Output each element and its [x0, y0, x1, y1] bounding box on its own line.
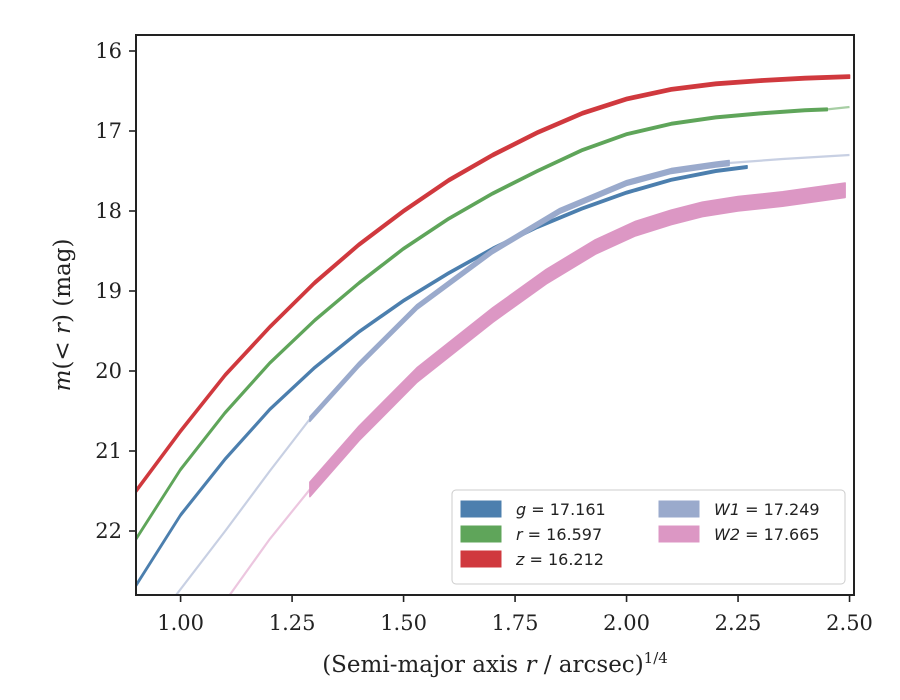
legend-swatch-z — [460, 550, 502, 568]
x-tick-label: 1.00 — [157, 611, 204, 635]
legend-swatch-r — [460, 525, 502, 543]
y-tick-label: 18 — [95, 199, 122, 223]
legend-label-w2: W2 = 17.665 — [714, 525, 820, 544]
plot-frame — [135, 34, 855, 596]
y-tick-label: 22 — [95, 519, 122, 543]
legend-label-w1: W1 = 17.249 — [714, 500, 820, 519]
x-axis: 1.00 1.25 1.50 1.75 2.00 2.25 2.50 — [157, 595, 873, 635]
series-w1-band — [309, 159, 730, 423]
series-w2-extrapolation — [228, 488, 311, 595]
series-r-extrapolation — [827, 105, 850, 111]
y-axis: 16 17 18 19 20 21 22 — [95, 39, 136, 543]
legend: g = 17.161 r = 16.597 z = 16.212 W1 = 17.24… — [451, 489, 846, 585]
x-axis-title: (Semi-major axis r / arcsec)1/4 — [322, 649, 668, 678]
x-tick-label: 2.25 — [715, 611, 762, 635]
series-w2-band — [309, 182, 846, 498]
series-z-band — [136, 74, 851, 494]
series-r-band — [136, 107, 829, 542]
y-tick-label: 20 — [95, 359, 122, 383]
y-tick-label: 16 — [95, 39, 122, 63]
x-tick-label: 1.25 — [269, 611, 316, 635]
plot-series — [136, 74, 851, 595]
y-tick-label: 17 — [95, 119, 122, 143]
legend-label-r: r = 16.597 — [516, 525, 602, 544]
y-tick-label: 21 — [95, 439, 122, 463]
x-tick-label: 1.75 — [492, 611, 539, 635]
legend-swatch-g — [460, 500, 502, 518]
x-tick-label: 2.50 — [826, 611, 873, 635]
series-w1-extrapolation — [729, 153, 850, 165]
x-tick-label: 2.00 — [603, 611, 650, 635]
y-tick-label: 19 — [95, 279, 122, 303]
legend-swatch-w2 — [658, 525, 700, 543]
legend-frame — [451, 489, 846, 585]
legend-label-z: z = 16.212 — [515, 550, 604, 569]
series-g-band — [136, 165, 748, 588]
y-axis-title: m(< r) (mag) — [50, 239, 76, 392]
legend-swatch-w1 — [658, 500, 700, 518]
x-tick-label: 1.50 — [380, 611, 427, 635]
series-w1-extrapolation — [175, 418, 311, 595]
legend-label-g: g = 17.161 — [516, 500, 606, 519]
